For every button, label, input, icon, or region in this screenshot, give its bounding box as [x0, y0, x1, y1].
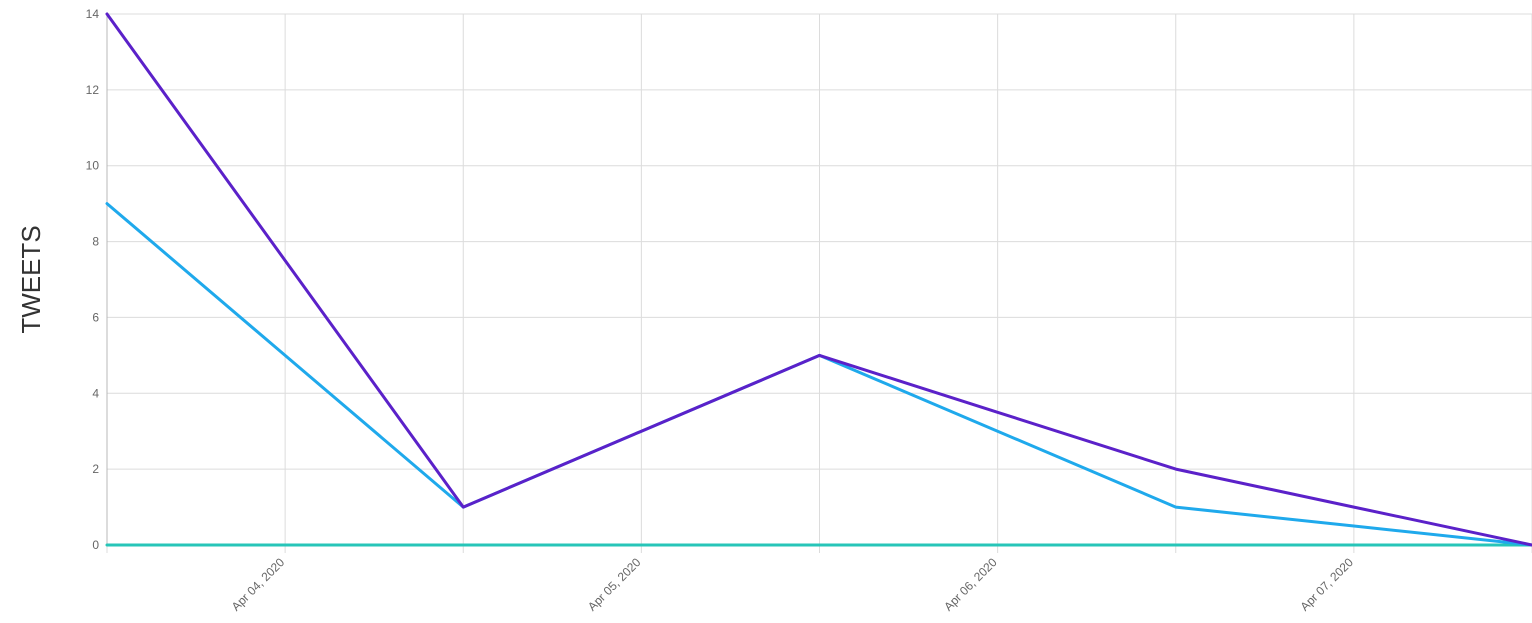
y-tick-label: 8	[92, 235, 99, 249]
y-tick-label: 14	[86, 7, 100, 21]
y-tick-label: 10	[86, 159, 100, 173]
series-line-1	[105, 12, 1532, 547]
y-tick-label: 2	[92, 462, 99, 476]
grid	[106, 13, 1532, 553]
y-tick-label: 6	[92, 310, 99, 324]
x-tick-label: Apr 07, 2020	[1298, 555, 1357, 614]
x-tick-label: Apr 05, 2020	[585, 555, 644, 614]
y-tick-label: 4	[92, 386, 99, 400]
x-tick-label: Apr 06, 2020	[941, 555, 1000, 614]
y-tick-label: 0	[92, 538, 99, 552]
y-tick-label: 12	[86, 83, 100, 97]
y-axis-title: TWEETS	[16, 225, 46, 333]
x-tick-label: Apr 04, 2020	[229, 555, 288, 614]
series-group	[105, 12, 1532, 547]
labels: 0 2 4 6 8 10 12 14 Apr 04, 2020 Apr 05, 2020 Apr 0…	[16, 7, 1356, 614]
